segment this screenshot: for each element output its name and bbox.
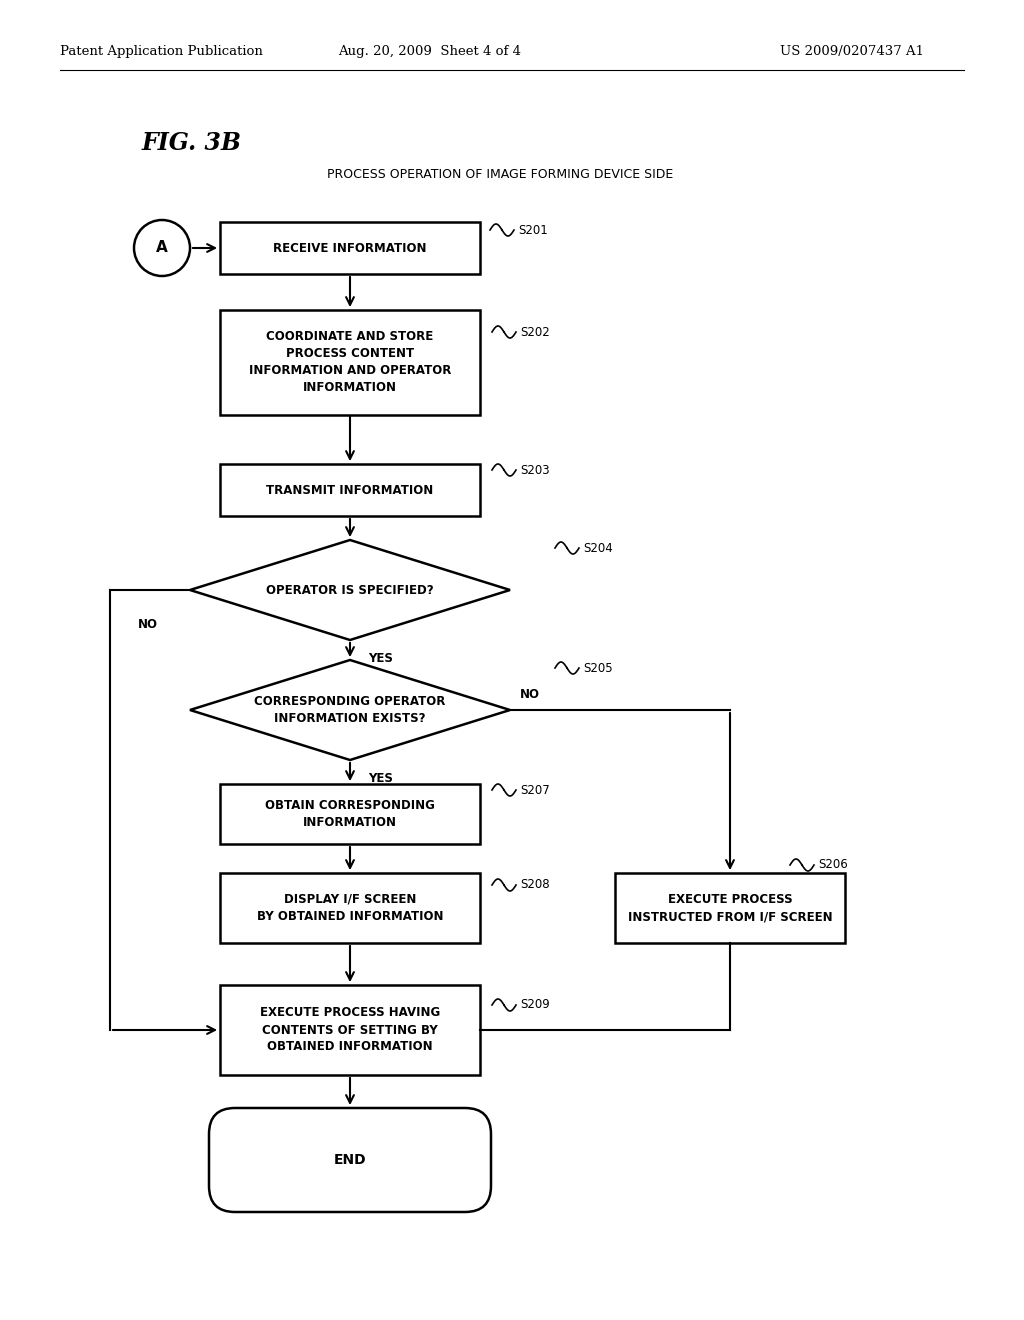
Text: S204: S204	[583, 541, 612, 554]
Bar	[220, 309, 480, 414]
Bar	[220, 784, 480, 843]
Text: A: A	[156, 240, 168, 256]
Text: YES: YES	[368, 772, 393, 785]
Polygon shape	[190, 540, 510, 640]
Text: NO: NO	[138, 618, 158, 631]
Bar	[615, 873, 845, 942]
Text: S203: S203	[520, 463, 550, 477]
Text: PROCESS OPERATION OF IMAGE FORMING DEVICE SIDE: PROCESS OPERATION OF IMAGE FORMING DEVIC…	[327, 169, 673, 181]
Text: EXECUTE PROCESS HAVING
CONTENTS OF SETTING BY
OBTAINED INFORMATION: EXECUTE PROCESS HAVING CONTENTS OF SETTI…	[260, 1006, 440, 1053]
Polygon shape	[190, 660, 510, 760]
Text: TRANSMIT INFORMATION: TRANSMIT INFORMATION	[266, 483, 433, 496]
Text: S207: S207	[520, 784, 550, 796]
Text: US 2009/0207437 A1: US 2009/0207437 A1	[780, 45, 924, 58]
Text: YES: YES	[368, 652, 393, 665]
Bar	[220, 465, 480, 516]
Text: S202: S202	[520, 326, 550, 338]
Text: NO: NO	[520, 689, 540, 701]
Text: RECEIVE INFORMATION: RECEIVE INFORMATION	[273, 242, 427, 255]
Text: EXECUTE PROCESS
INSTRUCTED FROM I/F SCREEN: EXECUTE PROCESS INSTRUCTED FROM I/F SCRE…	[628, 894, 833, 923]
Text: S205: S205	[583, 661, 612, 675]
Text: Patent Application Publication: Patent Application Publication	[60, 45, 263, 58]
Bar	[220, 222, 480, 275]
Text: END: END	[334, 1152, 367, 1167]
Text: OPERATOR IS SPECIFIED?: OPERATOR IS SPECIFIED?	[266, 583, 434, 597]
Text: S206: S206	[818, 858, 848, 871]
Text: CORRESPONDING OPERATOR
INFORMATION EXISTS?: CORRESPONDING OPERATOR INFORMATION EXIST…	[254, 696, 445, 725]
Text: S208: S208	[520, 879, 550, 891]
Text: COORDINATE AND STORE
PROCESS CONTENT
INFORMATION AND OPERATOR
INFORMATION: COORDINATE AND STORE PROCESS CONTENT INF…	[249, 330, 452, 393]
Text: DISPLAY I/F SCREEN
BY OBTAINED INFORMATION: DISPLAY I/F SCREEN BY OBTAINED INFORMATI…	[257, 894, 443, 923]
Bar	[220, 873, 480, 942]
Circle shape	[134, 220, 190, 276]
Text: Aug. 20, 2009  Sheet 4 of 4: Aug. 20, 2009 Sheet 4 of 4	[339, 45, 521, 58]
Text: S201: S201	[518, 223, 548, 236]
FancyBboxPatch shape	[209, 1107, 490, 1212]
Text: S209: S209	[520, 998, 550, 1011]
Bar	[220, 985, 480, 1074]
Text: FIG. 3B: FIG. 3B	[142, 131, 242, 154]
Text: OBTAIN CORRESPONDING
INFORMATION: OBTAIN CORRESPONDING INFORMATION	[265, 799, 435, 829]
